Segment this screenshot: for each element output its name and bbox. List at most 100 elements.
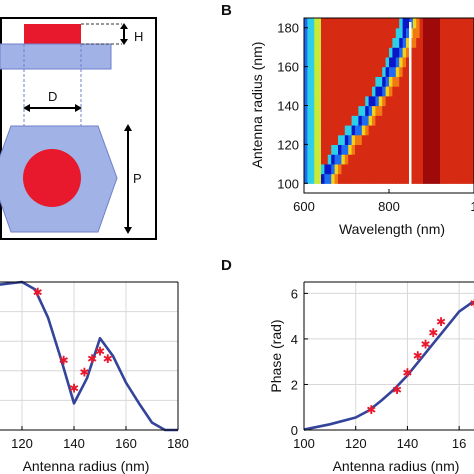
heatmap-cell xyxy=(341,105,346,116)
heatmap-cell xyxy=(365,124,370,136)
heatmap-cell xyxy=(375,144,380,155)
heatmap-cell xyxy=(304,37,308,48)
heatmap-cell xyxy=(460,173,465,184)
heatmap-cell xyxy=(304,105,308,116)
heatmap-cell xyxy=(399,66,404,77)
heatmap-cell xyxy=(331,66,336,77)
heatmap-cell xyxy=(402,115,407,126)
heatmap-cell xyxy=(344,56,349,68)
heatmap-cell xyxy=(443,47,448,58)
heatmap-cell xyxy=(334,56,339,68)
heatmap-cell xyxy=(402,66,407,77)
heatmap-cell xyxy=(378,173,383,184)
heatmap-cell xyxy=(470,56,474,68)
heatmap-cell xyxy=(358,56,363,68)
heatmap-cell xyxy=(406,56,410,68)
heatmap-cell xyxy=(436,47,441,58)
heatmap-cell xyxy=(392,18,397,29)
heatmap-cell xyxy=(416,115,421,126)
heatmap-cell xyxy=(412,163,417,175)
heatmap-cell xyxy=(389,66,393,77)
heatmap-cell xyxy=(399,27,404,39)
heatmap-cell xyxy=(365,66,370,77)
heatmap-cell xyxy=(450,27,455,39)
heatmap-cell xyxy=(378,37,383,48)
heatmap-cell xyxy=(331,47,336,58)
heatmap-cell xyxy=(423,37,427,48)
heatmap-cell xyxy=(446,124,451,136)
heatmap-cell xyxy=(365,86,370,97)
heatmap-cell xyxy=(307,56,312,68)
series-line xyxy=(303,300,474,431)
heatmap-cell xyxy=(341,173,346,184)
heatmap-cell xyxy=(341,47,346,58)
heatmap-cell xyxy=(419,144,424,155)
heatmap-cell xyxy=(399,47,404,58)
heatmap-cell xyxy=(317,154,322,165)
data-point-marker: ✱ xyxy=(470,297,474,311)
heatmap-cell xyxy=(344,47,349,58)
heatmap-cell xyxy=(321,105,325,116)
heatmap-cell xyxy=(341,144,346,155)
heatmap-cell xyxy=(324,154,329,165)
heatmap-cell xyxy=(412,124,417,136)
heatmap-cell xyxy=(463,124,468,136)
heatmap-cell xyxy=(433,134,438,145)
heatmap-cell xyxy=(429,76,434,87)
heatmap-cell xyxy=(365,37,370,48)
heatmap-cell xyxy=(338,47,342,58)
heatmap-cell xyxy=(416,76,421,87)
heatmap-cell xyxy=(375,134,380,145)
heatmap-cell xyxy=(324,144,329,155)
heatmap-cell xyxy=(423,66,427,77)
heatmap-cell xyxy=(402,124,407,136)
heatmap-cell xyxy=(453,27,458,39)
heatmap-cell xyxy=(399,154,404,165)
heatmap-cell xyxy=(457,134,461,145)
heatmap-cell xyxy=(426,124,431,136)
heatmap-cell xyxy=(310,27,315,39)
heatmap-cell xyxy=(457,56,461,68)
heatmap-cell xyxy=(307,86,312,97)
heatmap-cell xyxy=(304,173,308,184)
heatmap-cell xyxy=(331,18,336,29)
heatmap-cell xyxy=(307,163,312,175)
heatmap-cell xyxy=(440,47,444,58)
heatmap-cell xyxy=(392,105,397,116)
heatmap-cell xyxy=(389,76,393,87)
heatmap-cell xyxy=(304,47,308,58)
heatmap-cell xyxy=(450,134,455,145)
heatmap-cell xyxy=(351,154,356,165)
heatmap-cell xyxy=(426,134,431,145)
heatmap-cell xyxy=(436,163,441,175)
heatmap-cell xyxy=(331,95,336,107)
heatmap-cell xyxy=(423,47,427,58)
heatmap-cell xyxy=(457,144,461,155)
heatmap-cell xyxy=(433,173,438,184)
heatmap-cell xyxy=(351,115,356,126)
heatmap-cell xyxy=(460,66,465,77)
heatmap-cell xyxy=(457,124,461,136)
heatmap-cell xyxy=(399,115,404,126)
heatmap-cell xyxy=(375,105,380,116)
heatmap-cell xyxy=(314,105,319,116)
heatmap-cell xyxy=(429,95,434,107)
heatmap-cell xyxy=(457,115,461,126)
heatmap-cell xyxy=(331,163,336,175)
y-tick-label: 180 xyxy=(277,21,299,36)
heatmap-cell xyxy=(344,154,349,165)
heatmap-cell xyxy=(321,173,325,184)
heatmap-cell xyxy=(385,18,390,29)
heatmap-cell xyxy=(467,86,472,97)
heatmap-cell xyxy=(406,18,410,29)
heatmap-cell xyxy=(453,105,458,116)
heatmap-cell xyxy=(372,18,376,29)
heatmap-cell xyxy=(392,115,397,126)
heatmap-cell xyxy=(470,47,474,58)
antenna-side-view xyxy=(24,24,81,44)
x-tick-label: 160 xyxy=(115,436,137,451)
heatmap-cell xyxy=(436,86,441,97)
heatmap-cell xyxy=(429,144,434,155)
heatmap-cell xyxy=(460,86,465,97)
heatmap-cell xyxy=(389,18,393,29)
